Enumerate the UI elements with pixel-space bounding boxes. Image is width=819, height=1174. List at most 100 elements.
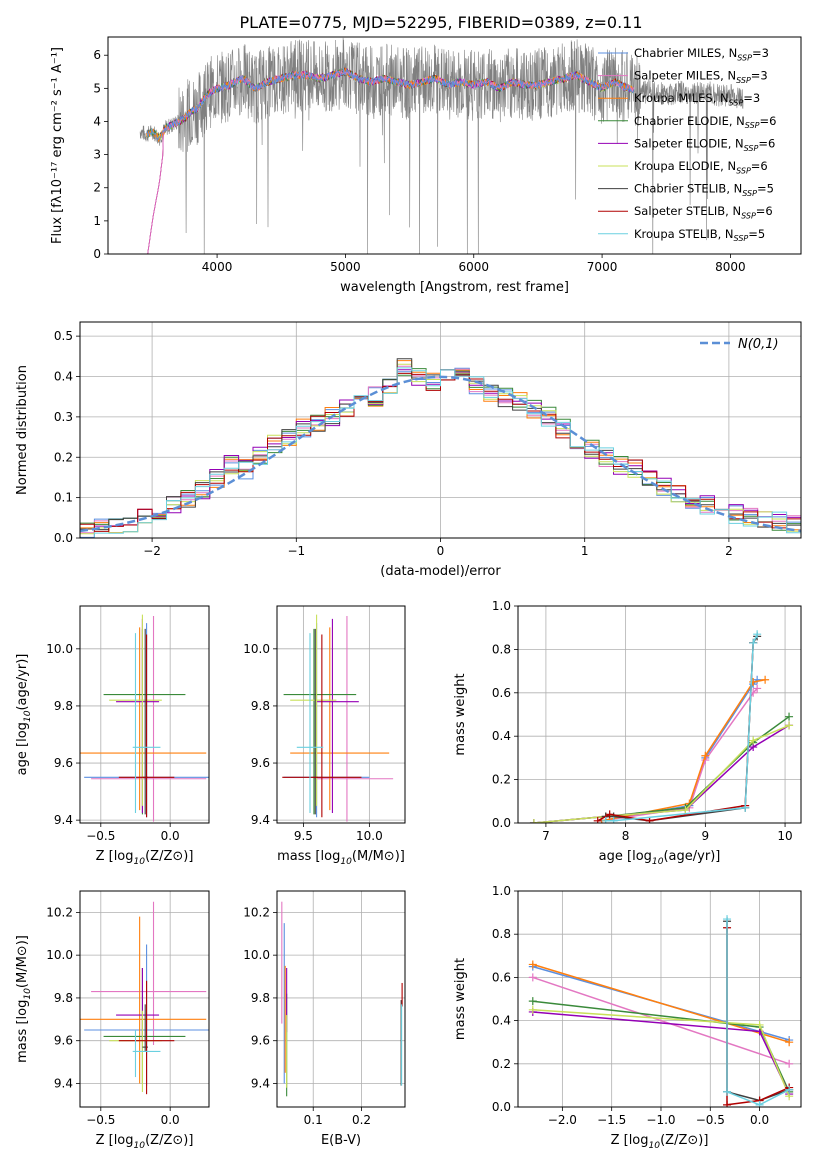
mass-weight-line (726, 927, 790, 1106)
y-tick-label: 0.0 (492, 1100, 511, 1114)
mass-weight-point (528, 1005, 537, 1014)
y-tick-label: 0.8 (492, 642, 511, 656)
plot-frame (276, 890, 406, 1108)
x-tick-label: −0.5 (86, 829, 115, 843)
mass-weight-line (605, 636, 758, 822)
y-tick-label: 10.2 (243, 905, 270, 919)
mass-weight-line (597, 642, 754, 822)
mass-weight-point (741, 803, 750, 812)
axis-mass-vs-EBV: 0.1 0.2 9.4 9.6 9.8 10.0 10.2 E(B-V) (243, 890, 406, 1148)
legend-entry: Kroupa ELODIE, NSSP​=6 (634, 159, 768, 175)
mass-vs-Z-plot (80, 901, 209, 1095)
y-tick-label: 0.4 (54, 370, 73, 384)
mass-weight-point (755, 1100, 764, 1107)
y-tick-label: 1.0 (492, 599, 511, 613)
mass-weight-point (723, 1100, 732, 1107)
x-tick-label: −1.5 (597, 1113, 626, 1127)
x-tick-label: 0.0 (750, 1113, 769, 1127)
y-tick-label: 0.6 (492, 970, 511, 984)
legend-entry: N(0,1) (738, 337, 779, 352)
mass-vs-EBV-plot (281, 901, 403, 1097)
y-tick-label: 0.0 (54, 531, 73, 545)
mass-weight-point (601, 816, 610, 823)
mass-weight-point (785, 721, 794, 730)
x-tick-label: 0.1 (304, 1113, 323, 1127)
y-tick-label: 9.6 (251, 1034, 270, 1048)
mass-weight-line (726, 919, 790, 1106)
y-tick-label: 9.4 (54, 1076, 73, 1090)
normal-distribution-curve (80, 375, 801, 533)
axes-age-vs-mass (277, 606, 405, 823)
y-tick-label: 3 (93, 148, 101, 162)
legend-entry: Chabrier STELIB, NSSP​=5 (634, 182, 774, 198)
y-axis-label: mass weight (453, 673, 468, 755)
massweight-vs-age-plot (529, 630, 794, 823)
x-tick-label: −1.0 (646, 1113, 675, 1127)
plot-frame (79, 890, 210, 1108)
plot-frame (79, 605, 210, 824)
mass-weight-line (601, 687, 758, 822)
y-tick-label: 0.2 (54, 450, 73, 464)
y-axis-label: mass [log10​(M/M⊙)] (15, 935, 33, 1063)
axes-age-vs-Z (80, 606, 209, 823)
x-axis-label: Z [log10​(Z/Z⊙)] (96, 1133, 194, 1151)
axes-massweight-vs-Z (518, 890, 801, 1108)
y-tick-label: 0.1 (54, 491, 73, 505)
legend-entry: Salpeter STELIB, NSSP​=6 (634, 204, 773, 220)
x-axis-label: mass [log10​(M/M⊙)] (277, 849, 405, 867)
y-tick-label: 10.0 (46, 948, 73, 962)
mass-weight-point (785, 712, 794, 721)
mass-weight-point (753, 630, 762, 639)
y-tick-label: 0.4 (492, 1014, 511, 1028)
residual-histogram (80, 367, 801, 538)
y-tick-label: 0.4 (492, 729, 511, 743)
y-tick-label: 10.0 (243, 948, 270, 962)
mass-weight-point (755, 1020, 764, 1029)
y-tick-label: 9.4 (54, 813, 73, 827)
y-tick-label: 9.8 (251, 991, 270, 1005)
axis-age-vs-mass: 9.5 10.0 9.4 9.6 9.8 10.0 mass [log10​(M/M⊙)] (243, 605, 406, 867)
axis-massweight-vs-age: 7 8 9 10 0.0 0.2 0.4 0.6 0.8 1.0 age [log10​(age/y… (453, 599, 802, 867)
y-tick-label: 1.0 (492, 884, 511, 898)
mass-weight-point (609, 816, 618, 823)
spectrum-legend: Chabrier MILES, NSSP​=3 Salpeter MILES, N… (598, 46, 776, 243)
model-spectrum-line (146, 68, 635, 141)
mass-weight-point (723, 1087, 732, 1096)
mass-weight-point (605, 810, 614, 819)
axis-age-vs-Z: −0.5 0.0 9.4 9.6 9.8 10.0 Z [log10​(Z/Z⊙)] age … (15, 605, 210, 867)
axes-massweight-vs-age (518, 605, 801, 824)
x-tick-label: 7000 (587, 260, 618, 274)
mass-weight-point (645, 816, 654, 823)
y-tick-label: 9.4 (251, 813, 270, 827)
mass-weight-point (528, 973, 537, 982)
residual-plot (80, 358, 801, 538)
y-tick-label: 0.0 (492, 816, 511, 830)
y-tick-label: 0.2 (492, 773, 511, 787)
y-axis-label: age [log10​(age/yr)] (15, 654, 33, 776)
residual-legend: N(0,1) (700, 337, 779, 352)
y-axis-label: Normed distribution (15, 365, 30, 495)
observed-spectrum-line (139, 37, 744, 254)
spectrum-plot (139, 37, 744, 254)
y-tick-label: 0.3 (54, 410, 73, 424)
mass-weight-point (528, 960, 537, 969)
y-tick-label: 0.2 (492, 1057, 511, 1071)
mass-weight-line (605, 633, 758, 822)
model-spectrum-line (147, 69, 635, 254)
mass-weight-point (749, 638, 758, 647)
x-axis-label: (data-model)/error (380, 564, 501, 579)
x-tick-label: 1 (581, 544, 589, 558)
y-tick-label: 0.5 (54, 329, 73, 343)
mass-weight-point (749, 677, 758, 686)
figure-title: PLATE=0775, MJD=52295, FIBERID=0389, z=0… (239, 13, 642, 32)
plot-frame (517, 890, 802, 1108)
axis-residuals: −2 −1 0 1 2 0.0 0.1 0.2 0.3 0.4 0.5 (data-model)/er… (15, 321, 802, 579)
y-tick-label: 10.0 (243, 642, 270, 656)
x-axis-label: wavelength [Angstrom, rest frame] (340, 280, 569, 295)
mass-weight-line (532, 963, 790, 1043)
axes-mass-vs-EBV (277, 891, 405, 1107)
mass-weight-point (753, 684, 762, 693)
plot-frame (276, 605, 406, 824)
y-tick-label: 9.8 (251, 699, 270, 713)
